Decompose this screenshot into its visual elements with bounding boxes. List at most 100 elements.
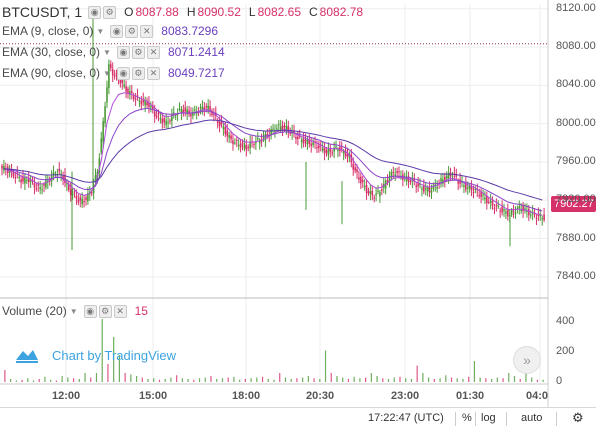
candle-body (327, 148, 330, 155)
candle-body (419, 183, 421, 185)
candle-body (110, 64, 112, 69)
close-icon[interactable]: ✕ (113, 304, 127, 318)
candle-body (463, 185, 465, 187)
scroll-to-realtime-button[interactable]: » (513, 346, 541, 374)
candle-body (104, 106, 106, 124)
candle-body (71, 193, 74, 196)
eye-icon[interactable]: ◉ (116, 66, 130, 80)
settings-icon[interactable]: ⚙ (98, 304, 112, 318)
candle-body (151, 105, 154, 109)
candle-body (285, 125, 288, 131)
gear-icon[interactable]: ⚙ (572, 410, 584, 425)
candle-body (87, 193, 89, 202)
candle-body (193, 109, 196, 111)
close-icon[interactable]: ✕ (146, 45, 160, 59)
chevron-down-icon[interactable]: ▼ (96, 26, 105, 36)
candle-body (306, 139, 309, 145)
candle-body (186, 109, 188, 114)
candle-body (367, 191, 370, 194)
candle-body (470, 186, 473, 191)
symbol-legend: BTCUSDT, 1 ◉ ⚙ O 8087.88 H 8090.52 L 8082.65 C… (2, 4, 371, 20)
close-icon[interactable]: ✕ (140, 24, 154, 38)
candle-body (432, 185, 435, 190)
close-icon[interactable]: ✕ (146, 66, 160, 80)
eye-icon[interactable]: ◉ (88, 5, 102, 19)
candle-body (379, 192, 381, 197)
candle-body (308, 139, 311, 144)
candle-body (484, 197, 486, 200)
settings-icon[interactable]: ⚙ (131, 66, 145, 80)
settings-icon[interactable]: ⚙ (103, 5, 117, 19)
candle-body (274, 131, 276, 133)
chevron-down-icon[interactable]: ▼ (103, 68, 111, 78)
candle-body (134, 98, 137, 100)
candle-body (528, 208, 530, 216)
settings-icon[interactable]: ⚙ (125, 24, 139, 38)
candle-body (360, 176, 362, 184)
candle-body (159, 118, 162, 120)
candle-body (371, 191, 374, 196)
candle-body (203, 107, 206, 110)
ema-30-line (3, 107, 543, 212)
candle-body (256, 138, 259, 140)
candle-body (165, 120, 167, 125)
time-axis-label: 20:30 (306, 390, 335, 402)
candle-body (505, 211, 507, 214)
candle-body (520, 209, 522, 212)
candle-body (453, 173, 456, 175)
candle-body (375, 193, 377, 195)
price-axis-label: 7840.00 (556, 269, 596, 282)
candle-body (514, 212, 517, 215)
candle-body (283, 125, 286, 128)
settings-icon[interactable]: ⚙ (131, 45, 145, 59)
auto-toggle[interactable]: auto (521, 412, 543, 424)
candle-body (100, 138, 103, 153)
candle-body (258, 140, 261, 144)
candle-body (157, 112, 160, 115)
price-axis-label: 8040.00 (556, 78, 596, 91)
candle-body (245, 144, 248, 150)
candle-body (396, 171, 398, 174)
candle-body (174, 115, 177, 117)
candle-body (455, 173, 458, 177)
candle-body (138, 100, 141, 102)
candle-body (228, 135, 230, 138)
log-toggle[interactable]: log (481, 412, 496, 424)
candle-body (310, 143, 313, 146)
candle-body (270, 129, 272, 136)
candle-body (537, 214, 540, 217)
candle-body (354, 167, 356, 171)
candle-body (249, 141, 251, 149)
eye-icon[interactable]: ◉ (110, 24, 124, 38)
candle-body (480, 191, 482, 197)
candle-body (73, 191, 76, 193)
candle-body (281, 125, 284, 131)
candle-body (8, 170, 11, 174)
clock-text: 17:22:47 (UTC) (368, 412, 444, 424)
candle-body (201, 106, 204, 112)
eye-icon[interactable]: ◉ (83, 304, 97, 318)
time-axis-label: 04:0 (526, 390, 549, 402)
tradingview-brand[interactable]: Chart by TradingView (14, 346, 176, 364)
candle-body (457, 181, 459, 184)
candle-body (409, 181, 412, 183)
candle-body (222, 126, 225, 130)
candle-body (150, 105, 152, 108)
ohlc-key: H (186, 5, 196, 19)
ohlc-value: 8090.52 (197, 5, 241, 19)
chevron-down-icon[interactable]: ▼ (103, 47, 111, 57)
candle-body (230, 135, 232, 140)
candle-body (123, 84, 125, 87)
candle-body (125, 86, 127, 92)
candle-body (344, 150, 347, 157)
percent-toggle[interactable]: % (462, 412, 472, 424)
ema-90-line (3, 119, 543, 201)
candle-body (388, 177, 391, 181)
eye-icon[interactable]: ◉ (116, 45, 130, 59)
volume-axis-label: 0 (556, 375, 563, 387)
chevron-down-icon[interactable]: ▼ (69, 306, 78, 316)
candle-body (68, 185, 70, 191)
candle-body (510, 210, 513, 215)
